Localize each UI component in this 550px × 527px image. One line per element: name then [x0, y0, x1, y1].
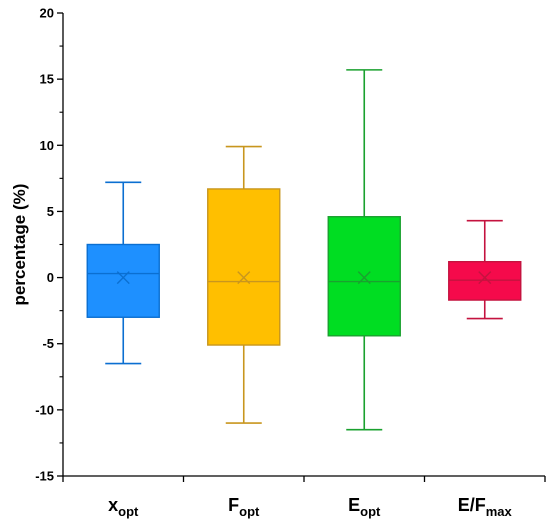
y-tick-label: -10 [35, 402, 54, 417]
y-tick-label: 0 [47, 270, 54, 285]
box-3 [327, 69, 401, 431]
box-2 [207, 145, 281, 424]
mean-marker [357, 271, 371, 285]
y-tick-label: 20 [40, 6, 54, 21]
iqr-box [207, 188, 281, 346]
y-tick-label: 15 [40, 72, 54, 87]
y-axis-title: percentage (%) [10, 184, 29, 306]
mean-marker [237, 271, 251, 285]
iqr-box [86, 243, 160, 318]
y-tick-label: 10 [40, 138, 54, 153]
y-tick-label: -5 [42, 336, 54, 351]
x-axis: xopt Fopt Eopt E/Fmax [62, 475, 546, 519]
y-axis: -15 -10 -5 0 5 10 15 20 [35, 6, 64, 484]
y-tick-label: -15 [35, 469, 54, 484]
mean-marker [116, 271, 130, 285]
mean-marker [478, 271, 492, 285]
iqr-box [327, 216, 401, 337]
y-tick-label: 5 [47, 204, 54, 219]
box-series [86, 69, 522, 431]
box-4 [448, 219, 522, 320]
x-category-label: xopt [108, 495, 139, 519]
x-category-label: E/Fmax [458, 495, 513, 519]
x-category-label: Fopt [228, 495, 260, 519]
box-1 [86, 181, 160, 365]
x-category-label: Eopt [348, 495, 381, 519]
